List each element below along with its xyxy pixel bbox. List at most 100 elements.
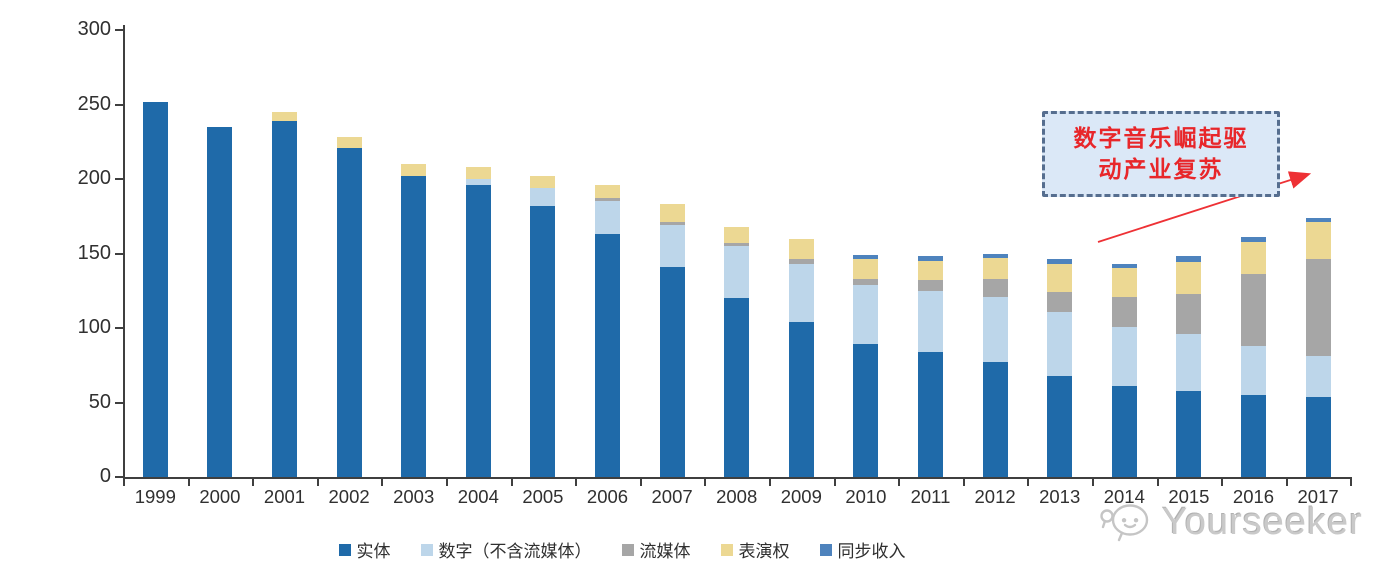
x-axis-tick xyxy=(187,479,190,486)
y-axis-label: 200 xyxy=(77,167,111,189)
legend-item: 实体 xyxy=(338,537,391,562)
bar-segment xyxy=(1047,375,1073,477)
y-axis-label: 300 xyxy=(77,18,111,40)
bar-segment xyxy=(272,111,297,121)
bar-segment xyxy=(336,137,362,148)
legend-item: 同步收入 xyxy=(819,537,906,562)
bar-segment xyxy=(1047,263,1073,293)
bar-segment xyxy=(1305,217,1331,223)
watermark-text: Yourseeker xyxy=(1162,500,1363,543)
bar-segment xyxy=(853,259,879,279)
y-axis-tick xyxy=(115,103,123,106)
bar-segment xyxy=(530,187,556,206)
x-axis-label: 2002 xyxy=(328,486,370,507)
x-axis-line xyxy=(123,477,1352,479)
legend-label: 表演权 xyxy=(738,542,790,562)
bar-segment xyxy=(207,126,233,477)
x-axis-label: 2016 xyxy=(1232,486,1275,507)
bar-segment xyxy=(1111,386,1137,477)
annotation-box: 数字音乐崛起驱 动产业复苏 xyxy=(1042,111,1280,197)
watermark-logo-icon xyxy=(1100,504,1149,542)
bar-segment xyxy=(659,204,685,223)
x-axis-tick xyxy=(381,479,384,486)
bar-segment xyxy=(595,234,620,477)
y-axis-tick xyxy=(115,327,123,329)
x-axis-label: 2004 xyxy=(457,486,499,507)
y-axis-label: 50 xyxy=(88,390,111,413)
x-axis-label: 2007 xyxy=(651,486,693,507)
y-axis-tick xyxy=(115,401,123,404)
bar-segment xyxy=(530,205,556,477)
legend-label: 数字（不含流媒体） xyxy=(438,542,592,562)
bar-segment xyxy=(401,176,427,477)
bar-segment xyxy=(1241,395,1266,477)
bar-segment xyxy=(1047,259,1073,264)
legend-swatch-icon xyxy=(420,543,433,556)
legend-swatch-icon xyxy=(621,543,634,556)
bar-segment xyxy=(1305,259,1331,357)
legend-label: 流媒体 xyxy=(639,542,691,562)
bar-segment xyxy=(788,322,814,477)
bar-segment xyxy=(595,201,620,235)
bar-segment xyxy=(1111,268,1137,297)
bar-segment xyxy=(853,284,879,345)
bar-segment xyxy=(1176,293,1202,334)
y-axis-label: 250 xyxy=(77,92,111,115)
bar-segment xyxy=(1176,256,1202,263)
bar-segment xyxy=(918,280,943,291)
x-axis-tick xyxy=(769,479,771,486)
bar-segment xyxy=(1176,390,1202,477)
bar-segment xyxy=(788,263,814,323)
x-axis-tick xyxy=(123,479,125,486)
x-axis-label: 2009 xyxy=(780,486,822,507)
x-axis-tick xyxy=(1221,479,1224,486)
legend-item: 数字（不含流媒体） xyxy=(420,537,592,562)
legend-swatch-icon xyxy=(819,543,832,556)
bar-segment xyxy=(788,238,814,260)
bar-segment xyxy=(336,147,362,477)
bar-segment xyxy=(465,167,491,179)
y-axis-line xyxy=(123,25,125,479)
bar-segment xyxy=(1241,241,1266,275)
bar-segment xyxy=(724,226,750,244)
bar-segment xyxy=(853,254,879,260)
x-axis-label: 2008 xyxy=(716,486,758,507)
watermark: Yourseeker xyxy=(1098,498,1363,546)
y-axis-label: 0 xyxy=(99,465,111,487)
bar-segment xyxy=(724,246,750,299)
x-axis-label: 2000 xyxy=(199,486,241,507)
bar-segment xyxy=(659,266,685,477)
x-axis-tick xyxy=(704,479,707,486)
bar-segment xyxy=(982,253,1008,258)
bar-segment xyxy=(1305,356,1331,397)
bar-segment xyxy=(595,184,620,199)
y-axis-label: 150 xyxy=(77,241,111,264)
bar-segment xyxy=(530,176,556,188)
bar-segment xyxy=(853,344,879,477)
legend-swatch-icon xyxy=(338,543,351,556)
bar-segment xyxy=(1241,345,1266,396)
bar-segment xyxy=(465,184,491,477)
x-axis-tick xyxy=(252,479,255,486)
x-axis-tick xyxy=(962,479,965,486)
x-axis-label: 2005 xyxy=(522,486,564,507)
x-axis-tick xyxy=(1285,479,1288,486)
bar-segment xyxy=(1111,263,1137,269)
bar-segment xyxy=(982,257,1008,279)
y-axis-tick xyxy=(115,252,123,255)
y-axis-label: 100 xyxy=(77,316,111,338)
bar-segment xyxy=(918,256,943,261)
bar-segment xyxy=(918,351,943,477)
legend-item: 流媒体 xyxy=(621,537,691,562)
legend-swatch-icon xyxy=(720,543,733,556)
bar-segment xyxy=(724,243,750,247)
bar-segment xyxy=(142,101,168,477)
annotation-text-line2: 动产业复苏 xyxy=(1098,156,1224,183)
bar-segment xyxy=(982,362,1008,477)
bar-segment xyxy=(853,278,879,285)
x-axis-tick xyxy=(1350,479,1353,486)
x-axis-label: 2013 xyxy=(1039,486,1081,507)
x-axis-tick xyxy=(446,479,448,486)
x-axis-label: 2014 xyxy=(1103,486,1145,507)
